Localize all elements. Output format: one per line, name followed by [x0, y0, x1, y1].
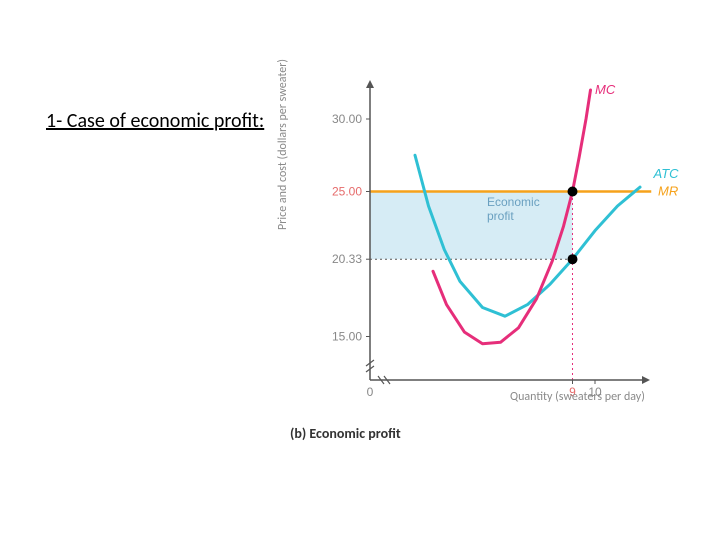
y-axis-label: Price and cost (dollars per sweater): [276, 59, 290, 230]
chart-svg: EconomicprofitMRATCMC15.0020.3325.0030.0…: [290, 80, 670, 410]
x-tick-label: 0: [367, 385, 374, 399]
y-tick-label: 25.00: [332, 185, 362, 199]
y-tick-label: 15.00: [332, 330, 362, 344]
marker-point: [568, 187, 578, 197]
chart-caption: (b) Economic profit: [290, 425, 401, 442]
curve-label-MC: MC: [595, 82, 616, 97]
y-tick-label: 20.33: [332, 252, 362, 266]
y-axis-arrow: [366, 80, 374, 88]
curve-label-ATC: ATC: [653, 166, 680, 181]
profit-label: profit: [487, 209, 514, 223]
slide-heading: 1- Case of economic profit:: [46, 109, 264, 133]
curve-label-MR: MR: [658, 184, 678, 199]
economic-profit-chart: Price and cost (dollars per sweater) Eco…: [290, 80, 670, 440]
marker-point: [568, 254, 578, 264]
x-axis-arrow: [642, 376, 650, 384]
profit-region: [370, 192, 573, 260]
x-axis-label: Quantity (sweaters per day): [510, 390, 645, 404]
y-tick-label: 30.00: [332, 112, 362, 126]
profit-label: Economic: [487, 195, 540, 209]
